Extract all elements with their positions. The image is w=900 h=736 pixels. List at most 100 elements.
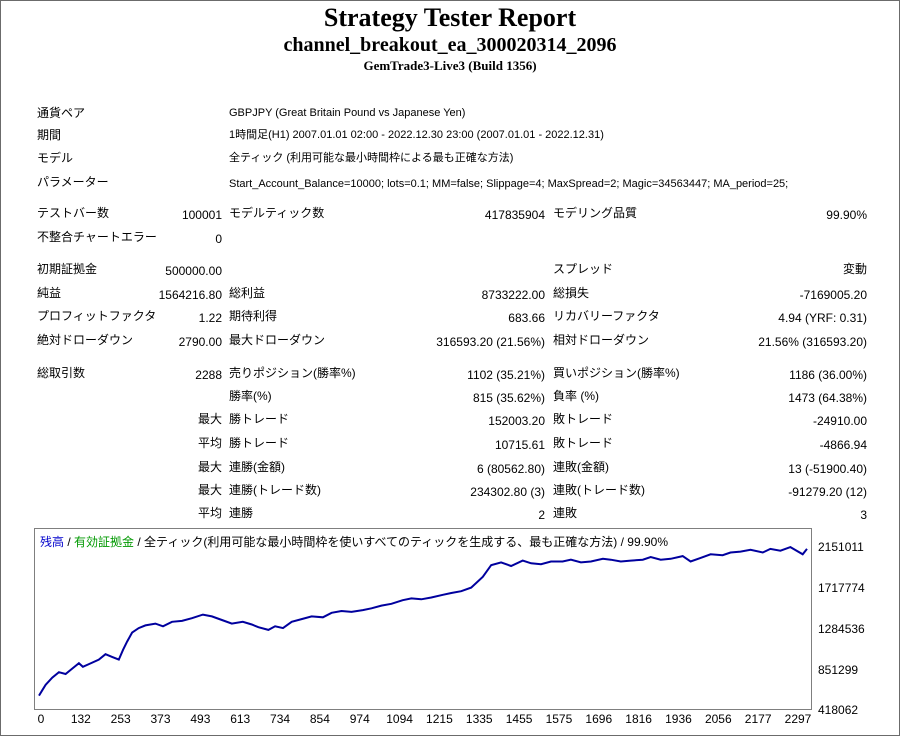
rel-dd-value: 21.56% (316593.20): [758, 335, 867, 349]
abs-dd-value: 2790.00: [178, 335, 222, 349]
spread-value: 変動: [842, 262, 867, 276]
net-label: 純益: [37, 286, 62, 300]
deposit-label: 初期証拠金: [37, 262, 98, 276]
rel-dd-label: 相対ドローダウン: [553, 333, 650, 347]
win-pct-label: 勝率(%): [229, 389, 272, 403]
max-dd-label: 最大ドローダウン: [229, 333, 326, 347]
max-label: 最大: [197, 412, 222, 426]
max-win-value: 152003.20: [488, 414, 545, 428]
y-tick-label: 1717774: [818, 581, 865, 595]
pf-label: プロフィットファクタ: [37, 309, 157, 323]
ticks-value: 417835904: [484, 208, 545, 222]
x-tick-label: 974: [349, 712, 370, 726]
avg-label-2: 平均: [197, 506, 222, 520]
trades-label: 総取引数: [37, 366, 86, 380]
errors-value: 0: [215, 232, 222, 246]
loss-pct-label: 負率 (%): [553, 389, 599, 403]
chart-legend: 残高 / 有効証拠金 / 全ティック(利用可能な最小時間枠を使いすべてのティック…: [40, 533, 668, 550]
loss-pct-value: 1473 (64.38%): [788, 391, 867, 405]
period-value: 1時間足(H1) 2007.01.01 02:00 - 2022.12.30 2…: [229, 129, 604, 141]
x-tick-label: 1215: [426, 712, 453, 726]
ticks-label: モデルティック数: [229, 206, 325, 220]
bars-label: テストバー数: [37, 206, 110, 220]
x-tick-label: 1455: [505, 712, 533, 726]
gross-profit-label: 総利益: [229, 286, 266, 300]
avg-win-value: 10715.61: [494, 438, 545, 452]
quality-value: 99.90%: [826, 208, 867, 222]
x-tick-label: 0: [37, 712, 45, 726]
x-tick-label: 253: [110, 712, 131, 726]
avg-cons-win-label: 連勝: [229, 506, 254, 520]
avg-cons-win-value: 2: [538, 508, 545, 522]
balance-chart-svg: [38, 546, 808, 697]
max-dd-value: 316593.20 (21.56%): [436, 335, 545, 349]
x-tick-label: 2177: [744, 712, 772, 726]
short-label: 売りポジション(勝率%): [229, 366, 356, 380]
cons-loss-cnt-value: -91279.20 (12): [788, 485, 867, 499]
x-tick-label: 1575: [545, 712, 573, 726]
avg-loss-trade-label: 敗トレード: [553, 436, 614, 450]
abs-dd-label: 絶対ドローダウン: [37, 333, 134, 347]
errors-label: 不整合チャートエラー: [37, 230, 157, 244]
expected-value: 683.66: [508, 311, 545, 325]
params-label: パラメーター: [37, 175, 109, 189]
x-tick-label: 1816: [625, 712, 652, 726]
avg-cons-loss-label: 連敗: [553, 506, 578, 520]
legend-equity: 有効証拠金: [74, 535, 135, 549]
x-tick-label: 1094: [386, 712, 413, 726]
x-tick-label: 1335: [465, 712, 493, 726]
y-tick-label: 418062: [818, 703, 859, 717]
quality-label: モデリング品質: [553, 206, 638, 220]
x-tick-label: 132: [70, 712, 91, 726]
spread-label: スプレッド: [553, 262, 614, 276]
cons-loss-amt-label: 連敗(金額): [553, 460, 609, 474]
gross-profit-value: 8733222.00: [481, 288, 545, 302]
short-value: 1102 (35.21%): [467, 368, 545, 382]
max-win-trade-label: 勝トレード: [229, 412, 290, 426]
balance-line: [38, 546, 808, 697]
pair-value: GBPJPY (Great Britain Pound vs Japanese …: [229, 107, 466, 119]
ea-name: channel_breakout_ea_300020314_2096: [283, 34, 617, 56]
x-tick-label: 1936: [665, 712, 692, 726]
net-value: 1564216.80: [158, 288, 222, 302]
deposit-value: 500000.00: [165, 264, 222, 278]
cons-loss-cnt-label: 連敗(トレード数): [553, 483, 645, 497]
max-label-2: 最大: [197, 460, 222, 474]
x-tick-label: 734: [270, 712, 291, 726]
avg-win-trade-label: 勝トレード: [229, 436, 290, 450]
gross-loss-value: -7169005.20: [799, 288, 867, 302]
avg-cons-loss-value: 3: [860, 508, 867, 522]
legend-rest: / 全ティック(利用可能な最小時間枠を使いすべてのティックを生成する、最も正確な…: [134, 535, 668, 549]
win-pct-value: 815 (35.62%): [472, 391, 545, 405]
report-title: Strategy Tester Report: [323, 3, 577, 32]
x-tick-label: 493: [190, 712, 211, 726]
x-tick-label: 373: [150, 712, 171, 726]
cons-win-amt-label: 連勝(金額): [229, 460, 285, 474]
pf-value: 1.22: [198, 311, 222, 325]
x-tick-label: 613: [230, 712, 251, 726]
period-label: 期間: [37, 128, 62, 142]
trades-value: 2288: [195, 368, 222, 382]
cons-win-cnt-value: 234302.80 (3): [470, 485, 545, 499]
y-tick-label: 1284536: [818, 622, 865, 636]
y-tick-label: 851299: [818, 663, 859, 677]
params-value: Start_Account_Balance=10000; lots=0.1; M…: [229, 178, 789, 190]
x-tick-label: 1696: [585, 712, 613, 726]
pair-label: 通貨ペア: [37, 106, 86, 120]
max-label-3: 最大: [197, 483, 222, 497]
max-loss-trade-label: 敗トレード: [553, 412, 614, 426]
model-label: モデル: [37, 151, 74, 165]
cons-win-amt-value: 6 (80562.80): [476, 462, 545, 476]
x-tick-label: 854: [309, 712, 330, 726]
legend-balance: 残高: [40, 535, 65, 549]
recovery-value: 4.94 (YRF: 0.31): [778, 311, 867, 325]
max-loss-value: -24910.00: [812, 414, 867, 428]
x-tick-label: 2056: [704, 712, 732, 726]
cons-win-cnt-label: 連勝(トレード数): [229, 483, 321, 497]
gross-loss-label: 総損失: [553, 286, 590, 300]
balance-chart: [34, 528, 812, 710]
expected-label: 期待利得: [229, 309, 278, 323]
long-value: 1186 (36.00%): [789, 368, 867, 382]
bars-value: 100001: [181, 208, 222, 222]
legend-sep: /: [64, 535, 75, 549]
